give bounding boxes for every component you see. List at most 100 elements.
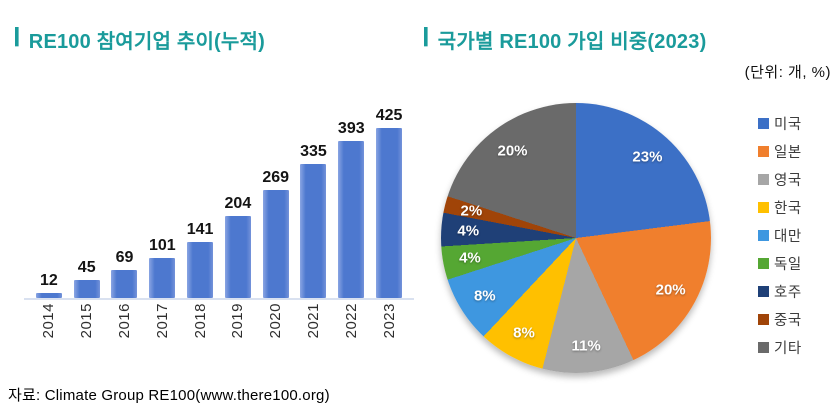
legend-swatch (758, 229, 769, 241)
bar-value-label: 393 (337, 120, 365, 137)
legend-item-일본: 일본 (758, 137, 802, 165)
legend-item-한국: 한국 (758, 193, 802, 221)
legend-swatch (758, 313, 769, 325)
pie-slice-label-일본: 20% (655, 281, 686, 299)
x-axis-label: 2020 (267, 303, 285, 339)
bar-column-2023: 425 (370, 104, 408, 298)
pie-slice-label-한국: 8% (513, 324, 535, 342)
bar-column-2021: 335 (295, 104, 333, 298)
bar-chart-baseline (24, 298, 414, 300)
bar (149, 258, 176, 298)
pie-slice-label-대만: 8% (473, 287, 496, 305)
title-marker: | (421, 25, 430, 47)
bar-column-2016: 69 (106, 104, 144, 298)
bar-value-label: 425 (375, 107, 403, 124)
pie-chart (441, 103, 711, 373)
bar-value-label: 141 (186, 221, 214, 238)
legend-label: 영국 (774, 172, 802, 189)
bar-column-2015: 45 (68, 104, 106, 298)
legend-swatch (758, 145, 769, 157)
legend-item-미국: 미국 (758, 109, 802, 137)
legend-swatch (758, 117, 769, 129)
x-axis-tick: 2014 (30, 303, 68, 338)
x-axis-tick: 2023 (370, 303, 408, 338)
bar-value-label: 45 (77, 259, 96, 276)
x-axis-tick: 2016 (106, 303, 144, 338)
bar-column-2022: 393 (332, 104, 370, 298)
pie-slice-label-영국: 11% (571, 337, 601, 355)
source-note: 자료: Climate Group RE100(www.there100.org… (8, 387, 330, 404)
pie-slice-label-기타: 20% (497, 142, 528, 160)
legend-swatch (758, 201, 769, 213)
x-axis-label: 2023 (380, 303, 398, 339)
pie-slice-label-독일: 4% (459, 249, 481, 267)
bar-value-label: 269 (262, 169, 290, 186)
bar (262, 190, 289, 298)
x-axis-label: 2021 (304, 303, 322, 339)
bar (111, 270, 138, 298)
x-axis-label: 2018 (191, 303, 209, 339)
bar-value-label: 69 (115, 249, 134, 266)
bar (338, 141, 365, 298)
legend-item-영국: 영국 (758, 165, 802, 193)
bar (187, 242, 214, 298)
bar (35, 293, 62, 298)
legend-label: 대만 (774, 228, 802, 245)
legend-label: 호주 (774, 284, 802, 301)
x-axis-label: 2014 (40, 303, 58, 339)
legend-label: 일본 (774, 144, 802, 161)
x-axis-tick: 2015 (68, 303, 106, 338)
bar-chart-plot: 12 45 69 101 141 204 269 335 393 425 (30, 104, 408, 298)
legend-item-기타: 기타 (758, 333, 802, 361)
x-axis-tick: 2018 (181, 303, 219, 338)
bar-column-2018: 141 (181, 104, 219, 298)
bar-chart-x-labels: 2014 2015 2016 2017 2018 2019 2020 2021 2022 2023 (30, 303, 408, 338)
x-axis-label: 2015 (78, 303, 96, 339)
pie-slice-label-중국: 2% (460, 202, 483, 220)
legend-item-중국: 중국 (758, 305, 802, 333)
pie-chart-title-text: 국가별 RE100 가입 비중(2023) (437, 31, 707, 53)
bar (224, 216, 251, 298)
bar-value-label: 12 (40, 272, 58, 289)
bar-column-2017: 101 (143, 104, 181, 298)
x-axis-label: 2017 (153, 303, 171, 339)
legend-item-호주: 호주 (758, 277, 802, 305)
x-axis-tick: 2020 (257, 303, 295, 338)
bar-value-label: 335 (300, 143, 327, 160)
bar-column-2020: 269 (257, 104, 295, 298)
bar (300, 164, 327, 298)
legend-item-대만: 대만 (758, 221, 802, 249)
bar-value-label: 101 (148, 237, 176, 254)
x-axis-label: 2016 (115, 303, 133, 339)
bar-column-2019: 204 (219, 104, 257, 298)
legend-swatch (758, 341, 769, 353)
pie-chart-title: | 국가별 RE100 가입 비중(2023) (421, 25, 707, 54)
legend-label: 미국 (774, 116, 802, 133)
legend-label: 중국 (774, 312, 802, 329)
bar (376, 128, 403, 298)
legend-swatch (758, 257, 769, 269)
bar-value-label: 204 (224, 195, 252, 212)
pie-slice-label-호주: 4% (457, 222, 480, 240)
x-axis-tick: 2021 (295, 303, 333, 338)
bar (73, 280, 100, 298)
title-marker: | (12, 25, 21, 47)
legend-label: 한국 (774, 200, 802, 217)
legend-label: 기타 (774, 340, 802, 357)
x-axis-tick: 2022 (332, 303, 370, 338)
x-axis-label: 2022 (342, 303, 360, 339)
x-axis-tick: 2017 (143, 303, 181, 338)
legend-swatch (758, 285, 769, 297)
bar-column-2014: 12 (30, 104, 68, 298)
pie-slice-label-미국: 23% (632, 148, 663, 166)
bar-chart-title: | RE100 참여기업 추이(누적) (12, 25, 265, 54)
unit-label: (단위: 개, %) (744, 64, 831, 81)
legend-label: 독일 (774, 256, 802, 273)
legend-item-독일: 독일 (758, 249, 802, 277)
x-axis-tick: 2019 (219, 303, 257, 338)
x-axis-label: 2019 (229, 303, 247, 339)
legend-swatch (758, 173, 769, 185)
bar-chart-title-text: RE100 참여기업 추이(누적) (28, 31, 265, 53)
